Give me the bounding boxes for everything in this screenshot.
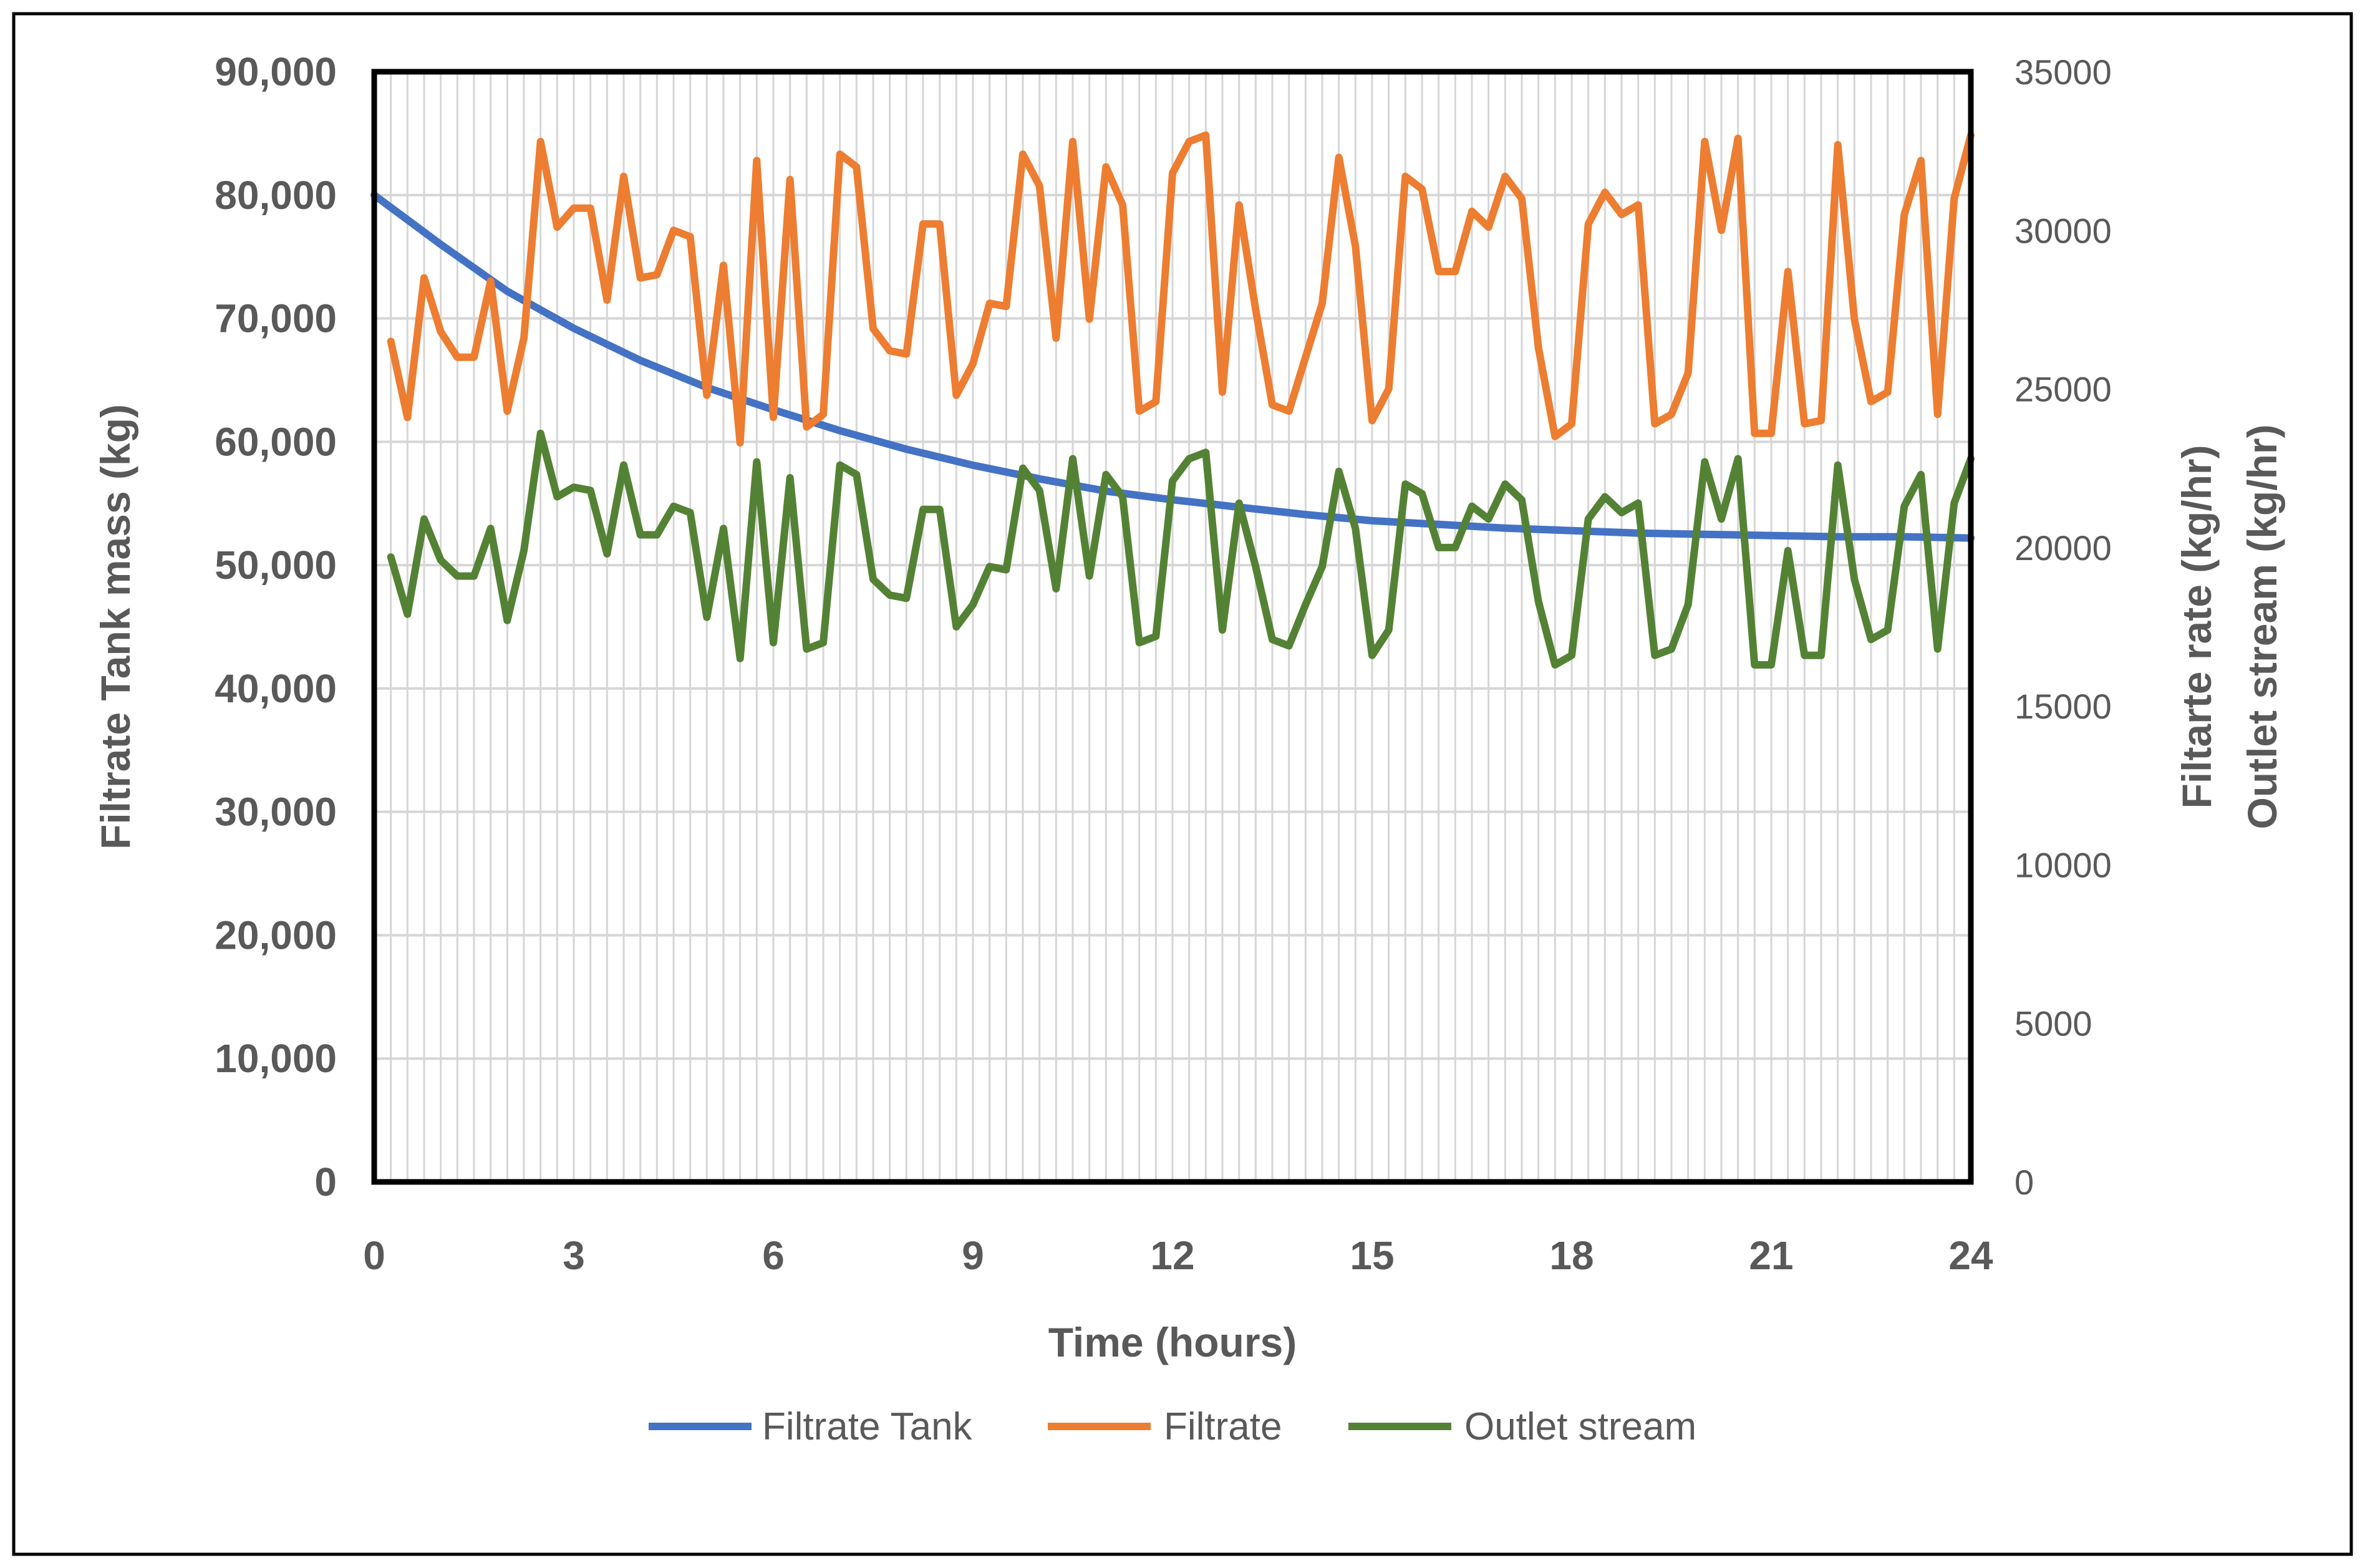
y-left-tick-label: 90,000: [215, 49, 337, 94]
x-tick-label: 21: [1749, 1233, 1793, 1278]
y-left-tick-label: 60,000: [215, 419, 337, 464]
series-line-filtrate: [387, 131, 1975, 447]
legend-label-filtrate: Filtrate: [1164, 1405, 1282, 1448]
x-tick-label: 0: [363, 1233, 385, 1278]
y-left-tick-label: 40,000: [215, 666, 337, 711]
x-tick-label: 18: [1549, 1233, 1594, 1278]
y-right-tick-label: 30000: [2014, 211, 2112, 250]
y-left-tick-label: 20,000: [215, 912, 337, 957]
legend-label-filtrate-tank: Filtrate Tank: [762, 1405, 973, 1448]
x-axis-ticks: 0 3 6 9 12 15 18 21 24: [363, 1233, 1993, 1278]
y-right-tick-label: 10000: [2014, 845, 2112, 884]
y-left-tick-label: 70,000: [215, 296, 337, 341]
right-axis-title-outlet: Outlet stream (kg/hr): [2239, 424, 2285, 829]
series-line-outlet-stream: [387, 429, 1975, 669]
x-tick-label: 6: [762, 1233, 785, 1278]
y-left-tick-label: 0: [314, 1159, 337, 1204]
x-tick-label: 12: [1150, 1233, 1194, 1278]
y-left-tick-label: 10,000: [215, 1036, 337, 1081]
y-left-tick-label: 50,000: [215, 543, 337, 588]
series-layer: [370, 131, 1975, 669]
left-axis-title: Filtrate Tank mass (kg): [92, 404, 138, 849]
legend-item-filtrate: Filtrate: [1048, 1405, 1282, 1448]
y-right-tick-label: 35000: [2014, 52, 2112, 92]
y-right-tick-label: 15000: [2014, 687, 2112, 726]
x-tick-label: 9: [962, 1233, 984, 1278]
x-tick-label: 3: [563, 1233, 585, 1278]
x-tick-label: 15: [1350, 1233, 1394, 1278]
plot-area-border: [371, 69, 1974, 1185]
right-axis-ticks: 0 5000 10000 15000 20000 25000 30000 35000: [2014, 52, 2112, 1202]
y-right-tick-label: 20000: [2014, 528, 2112, 568]
y-right-tick-label: 0: [2014, 1163, 2034, 1202]
right-axis-title-filtrate: Filtarte rate (kg/hr): [2174, 445, 2220, 808]
y-right-tick-label: 5000: [2014, 1004, 2092, 1043]
y-left-tick-label: 30,000: [215, 790, 337, 835]
legend-item-filtrate-tank: Filtrate Tank: [649, 1405, 973, 1448]
left-axis-ticks: 0 10,000 20,000 30,000 40,000 50,000 60,000 70,…: [215, 49, 337, 1204]
x-axis-title: Time (hours): [1048, 1319, 1297, 1365]
minor-gridlines: [390, 72, 1955, 1182]
legend-item-outlet-stream: Outlet stream: [1348, 1405, 1696, 1448]
legend: Filtrate Tank Filtrate Outlet stream: [649, 1405, 1696, 1448]
major-gridlines: [374, 193, 1971, 1060]
legend-label-outlet-stream: Outlet stream: [1464, 1405, 1696, 1448]
y-right-tick-label: 25000: [2014, 370, 2112, 409]
y-left-tick-label: 80,000: [215, 173, 337, 218]
x-tick-label: 24: [1948, 1233, 1993, 1278]
